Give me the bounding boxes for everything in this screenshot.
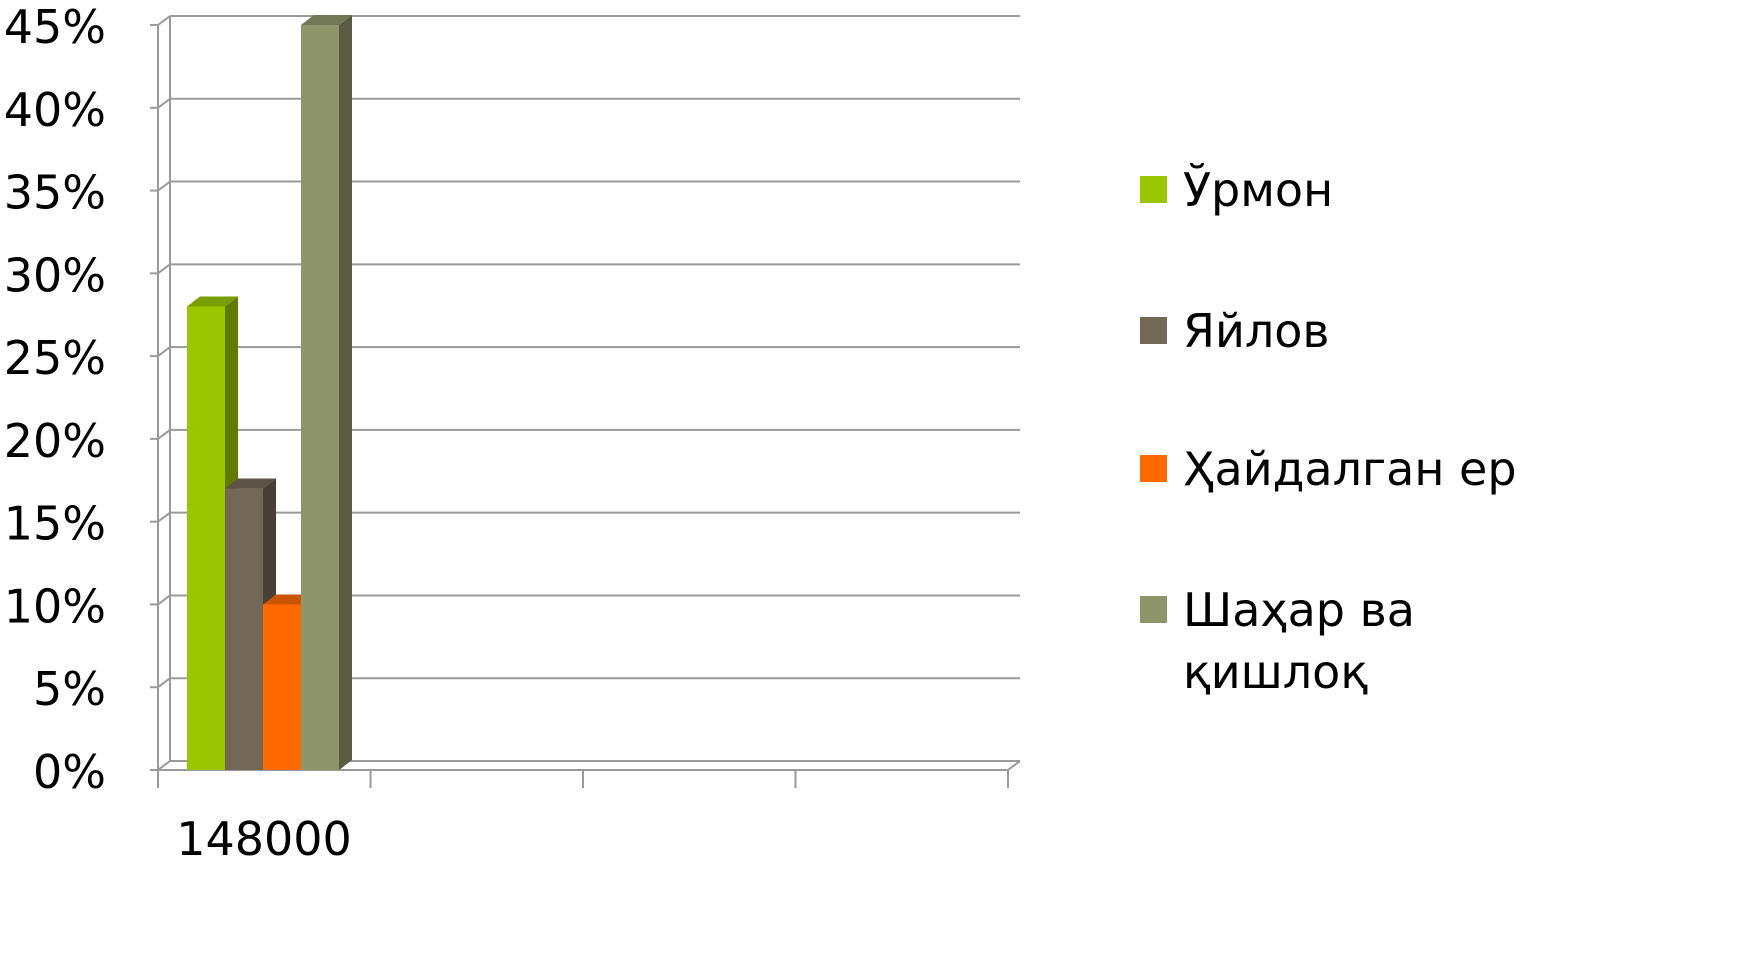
gridline-side-wall bbox=[157, 429, 171, 440]
legend-swatch bbox=[1140, 596, 1167, 623]
y-tick-label: 25% bbox=[4, 331, 106, 385]
bar-front bbox=[225, 488, 263, 770]
bar bbox=[301, 15, 352, 770]
y-tick-label: 20% bbox=[4, 414, 106, 468]
legend-layer: Ўрмон Яйлов Ҳайдалган ер Шаҳар ва қишлоқ bbox=[1140, 163, 1517, 699]
legend-item: Шаҳар ва қишлоқ bbox=[1140, 583, 1415, 699]
y-tick-label: 0% bbox=[33, 745, 106, 799]
bar-top bbox=[225, 478, 276, 489]
bar-front bbox=[187, 306, 225, 770]
y-tick-label: 5% bbox=[33, 662, 106, 716]
legend-item: Яйлов bbox=[1140, 304, 1330, 358]
gridline-side-wall bbox=[157, 677, 171, 689]
legend-swatch bbox=[1140, 317, 1167, 344]
legend-label: Шаҳар ва қишлоқ bbox=[1183, 583, 1415, 699]
bar-top bbox=[301, 15, 352, 25]
y-tick-label: 45% bbox=[4, 0, 106, 54]
y-tick-label: 15% bbox=[4, 497, 106, 551]
gridline-side-wall bbox=[157, 15, 171, 26]
y-tick-label: 40% bbox=[4, 83, 106, 137]
floor-right-edge bbox=[1007, 760, 1021, 771]
gridline-side-wall bbox=[157, 511, 171, 523]
gridline-side-wall bbox=[157, 263, 171, 275]
x-tick-label: 148000 bbox=[176, 812, 352, 866]
bar-front bbox=[263, 604, 301, 770]
legend-item: Ҳайдалган ер bbox=[1140, 442, 1517, 496]
bar-layer bbox=[187, 15, 352, 770]
gridline-side-wall bbox=[157, 346, 171, 357]
legend-label: Ҳайдалган ер bbox=[1183, 442, 1517, 496]
gridline-side-wall bbox=[157, 180, 171, 192]
legend-label: Ўрмон bbox=[1183, 163, 1333, 217]
y-tick-label: 30% bbox=[4, 248, 106, 302]
label-layer: 0% 5% 10% 15% 20% 25% 30% 35% 40% 45% 148000 bbox=[4, 0, 352, 866]
bar-front bbox=[301, 25, 339, 770]
gridline-side-wall bbox=[157, 594, 171, 606]
gridline-side-wall bbox=[157, 97, 171, 109]
legend-label: Яйлов bbox=[1183, 304, 1330, 358]
gridline-side-wall bbox=[157, 760, 171, 771]
bar-top bbox=[187, 296, 238, 307]
legend-swatch bbox=[1140, 455, 1167, 482]
legend-item: Ўрмон bbox=[1140, 163, 1333, 217]
bar-side bbox=[339, 15, 352, 770]
y-tick-label: 35% bbox=[4, 166, 106, 220]
y-tick-label: 10% bbox=[4, 579, 106, 633]
legend-swatch bbox=[1140, 176, 1167, 203]
